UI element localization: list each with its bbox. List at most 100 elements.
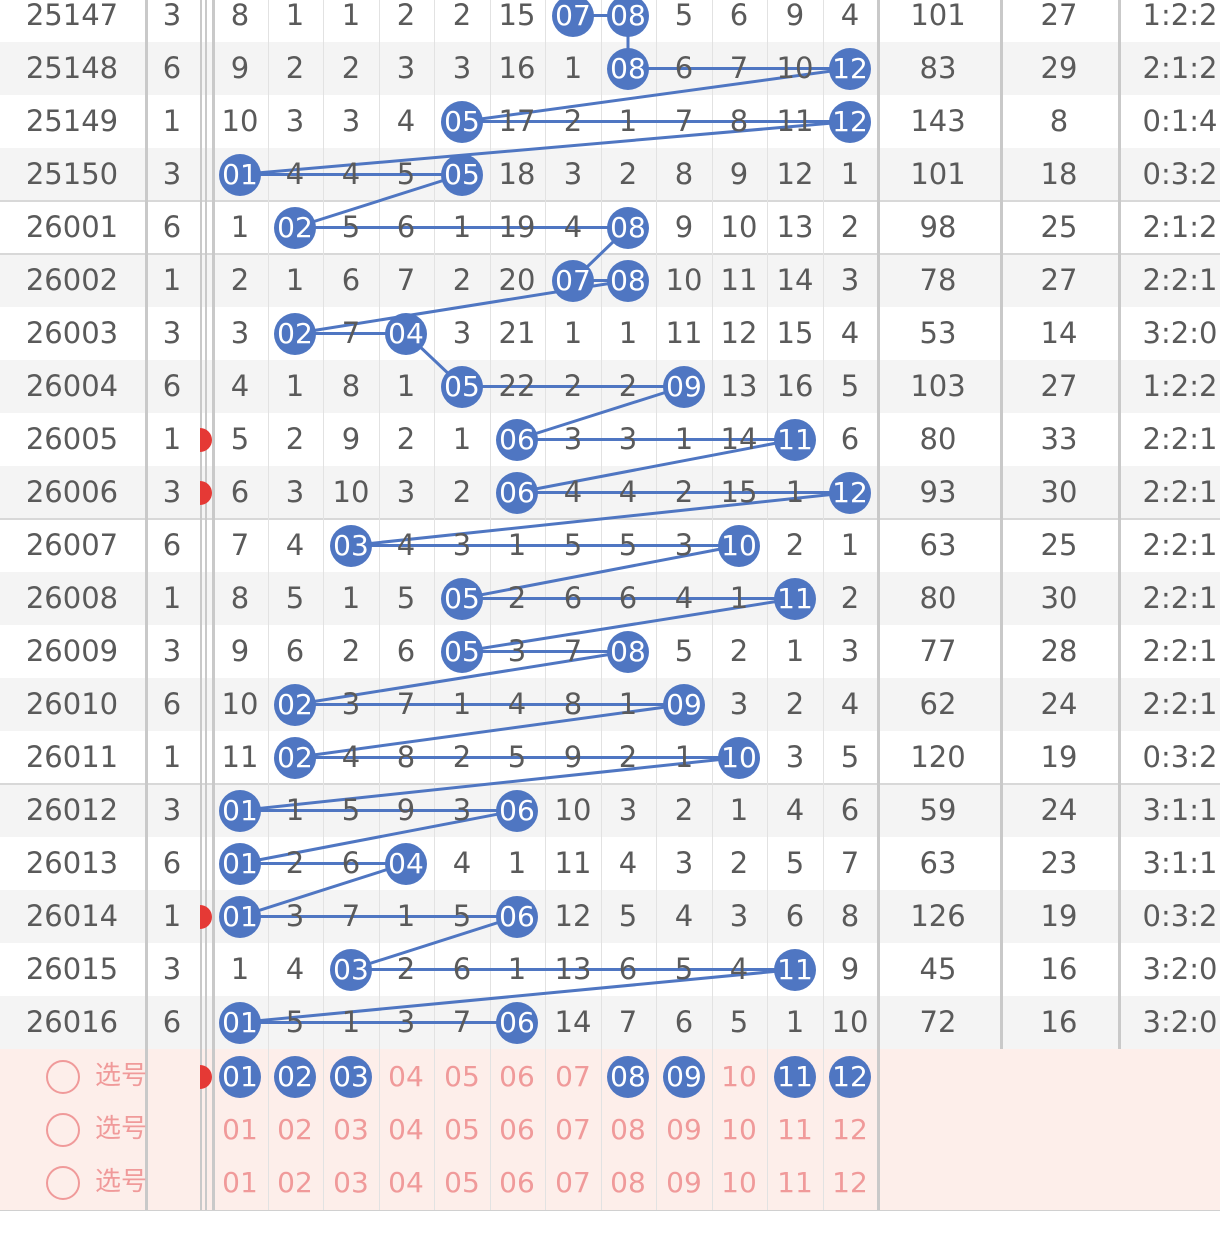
omission-value: 4 [341,157,361,191]
winning-number-ball: 01 [219,1001,261,1044]
winning-number-ball: 10 [718,524,760,567]
selected-number-ball[interactable]: 08 [607,1055,649,1098]
select-number[interactable]: 02 [277,1166,313,1199]
select-number[interactable]: 08 [610,1166,646,1199]
winning-number-ball: 08 [607,206,649,249]
omission-value: 8 [396,740,416,774]
omission-value: 6 [563,581,583,615]
select-number[interactable]: 04 [388,1166,424,1199]
select-number[interactable]: 10 [721,1166,757,1199]
select-number[interactable]: 03 [333,1113,369,1146]
sum-value: 120 [910,740,966,774]
draw-value: 3 [162,793,182,827]
winning-number-ball: 01 [219,895,261,938]
red-marker [200,1064,212,1089]
select-radio[interactable] [46,1059,80,1094]
winning-number-ball: 09 [663,683,705,726]
omission-value: 4 [285,952,305,986]
period-number: 25148 [25,51,119,85]
selected-number-ball[interactable]: 09 [663,1055,705,1098]
omission-value: 4 [618,846,638,880]
sum-value: 59 [919,793,957,827]
omission-value: 7 [341,316,361,350]
omission-value: 1 [452,210,472,244]
omission-value: 7 [618,1005,638,1039]
winning-number-ball: 11 [774,948,816,991]
select-number[interactable]: 05 [444,1113,480,1146]
omission-value: 2 [452,0,472,32]
winning-number-ball: 05 [441,100,483,143]
select-number[interactable]: 06 [499,1060,535,1093]
select-number[interactable]: 06 [499,1113,535,1146]
select-number[interactable]: 04 [388,1060,424,1093]
omission-value: 11 [665,316,703,350]
omission-value: 3 [674,846,694,880]
ratio-value: 0:3:2 [1142,899,1218,933]
select-number[interactable]: 05 [444,1060,480,1093]
omission-value: 1 [618,687,638,721]
omission-value: 3 [729,687,749,721]
select-radio[interactable] [46,1112,80,1147]
select-number[interactable]: 10 [721,1113,757,1146]
span-value: 16 [1040,952,1078,986]
select-number[interactable]: 05 [444,1166,480,1199]
ratio-value: 3:2:0 [1142,316,1218,350]
span-value: 8 [1049,104,1069,138]
sum-value: 80 [919,422,957,456]
omission-value: 3 [785,740,805,774]
select-number[interactable]: 11 [777,1113,813,1146]
selected-number-ball[interactable]: 01 [219,1055,261,1098]
select-label[interactable]: 选号 [95,1114,148,1144]
select-number[interactable]: 01 [222,1166,258,1199]
omission-value: 16 [498,51,536,85]
select-number[interactable]: 07 [555,1113,591,1146]
select-number[interactable]: 07 [555,1060,591,1093]
select-number[interactable]: 06 [499,1166,535,1199]
select-number[interactable]: 03 [333,1166,369,1199]
select-number[interactable]: 10 [721,1060,757,1093]
select-label[interactable]: 选号 [95,1061,148,1091]
ratio-value: 2:1:2 [1142,210,1218,244]
omission-value: 1 [840,157,860,191]
selected-number-ball[interactable]: 11 [774,1055,816,1098]
omission-value: 1 [285,263,305,297]
omission-value: 2 [840,210,860,244]
select-number[interactable]: 12 [832,1113,868,1146]
period-number: 26006 [25,475,119,509]
select-number[interactable]: 11 [777,1166,813,1199]
winning-number-ball: 05 [441,630,483,673]
select-number[interactable]: 08 [610,1113,646,1146]
select-radio[interactable] [46,1165,80,1200]
omission-value: 2 [285,846,305,880]
selected-number-ball[interactable]: 12 [829,1055,871,1098]
select-number[interactable]: 04 [388,1113,424,1146]
omission-value: 2 [285,422,305,456]
select-number[interactable]: 09 [666,1113,702,1146]
omission-value: 22 [498,369,536,403]
omission-value: 4 [729,952,749,986]
omission-value: 1 [729,581,749,615]
select-number[interactable]: 09 [666,1166,702,1199]
draw-value: 1 [162,899,182,933]
omission-value: 6 [785,899,805,933]
omission-value: 5 [618,528,638,562]
omission-value: 4 [618,475,638,509]
omission-value: 11 [720,263,758,297]
select-number[interactable]: 12 [832,1166,868,1199]
select-number[interactable]: 01 [222,1113,258,1146]
omission-value: 3 [840,634,860,668]
winning-number-ball: 05 [441,365,483,408]
select-number[interactable]: 02 [277,1113,313,1146]
omission-value: 5 [563,528,583,562]
select-label[interactable]: 选号 [95,1167,148,1197]
selected-number-ball[interactable]: 02 [274,1055,316,1098]
omission-value: 2 [563,369,583,403]
ratio-value: 2:2:1 [1142,634,1218,668]
winning-number-ball: 04 [385,842,427,885]
select-number[interactable]: 07 [555,1166,591,1199]
bottom-border [0,1210,1220,1211]
selected-number-ball[interactable]: 03 [330,1055,372,1098]
omission-value: 9 [341,422,361,456]
omission-value: 6 [452,952,472,986]
